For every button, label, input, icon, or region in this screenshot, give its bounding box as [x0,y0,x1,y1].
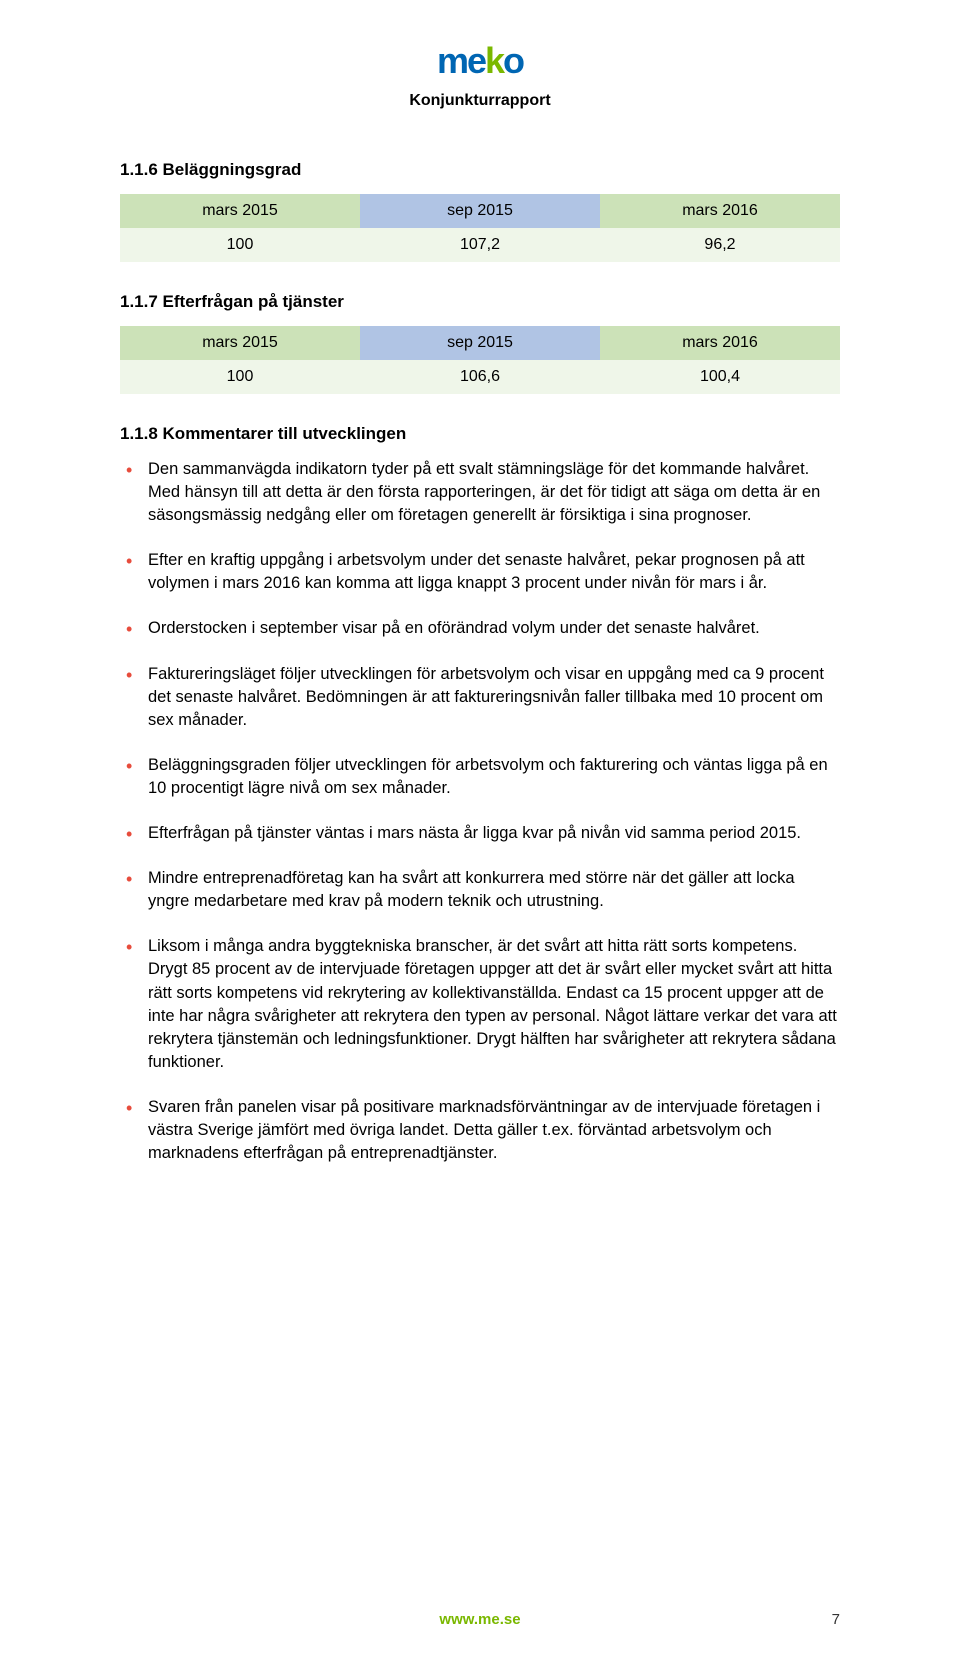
logo-letter-e: e [467,40,485,81]
table-cell: 100 [120,360,360,394]
table-cell: 100 [120,228,360,262]
table-cell: 100,4 [600,360,840,394]
table-col-header: sep 2015 [360,326,600,360]
table-efterfragan: mars 2015 sep 2015 mars 2016 100 106,6 1… [120,326,840,394]
table-cell: 96,2 [600,228,840,262]
table-col-header: mars 2015 [120,194,360,228]
list-item: Den sammanvägda indikatorn tyder på ett … [120,458,840,527]
logo-letter-m: m [437,40,467,81]
section-heading-1: 1.1.6 Beläggningsgrad [120,160,840,180]
list-item: Liksom i många andra byggtekniska bransc… [120,935,840,1074]
report-title: Konjunkturrapport [120,92,840,110]
logo-letter-o: o [503,40,523,81]
table-belaggningsgrad: mars 2015 sep 2015 mars 2016 100 107,2 9… [120,194,840,262]
table-col-header: mars 2016 [600,194,840,228]
table-cell: 106,6 [360,360,600,394]
list-item: Faktureringsläget följer utvecklingen fö… [120,663,840,732]
section-heading-3: 1.1.8 Kommentarer till utvecklingen [120,424,840,444]
logo: meko [437,40,523,82]
logo-letter-k: k [485,40,503,81]
list-item: Svaren från panelen visar på positivare … [120,1096,840,1165]
list-item: Beläggningsgraden följer utvecklingen fö… [120,754,840,800]
list-item: Efter en kraftig uppgång i arbetsvolym u… [120,549,840,595]
list-item: Efterfrågan på tjänster väntas i mars nä… [120,822,840,845]
list-item: Orderstocken i september visar på en ofö… [120,617,840,640]
page-header: meko Konjunkturrapport [120,40,840,110]
table-cell: 107,2 [360,228,600,262]
comments-list: Den sammanvägda indikatorn tyder på ett … [120,458,840,1165]
page-footer: www.me.se 7 [0,1611,960,1628]
page-number: 7 [832,1611,840,1628]
table-col-header: sep 2015 [360,194,600,228]
table-col-header: mars 2016 [600,326,840,360]
list-item: Mindre entreprenadföretag kan ha svårt a… [120,867,840,913]
table-col-header: mars 2015 [120,326,360,360]
section-heading-2: 1.1.7 Efterfrågan på tjänster [120,292,840,312]
footer-url: www.me.se [439,1611,520,1628]
